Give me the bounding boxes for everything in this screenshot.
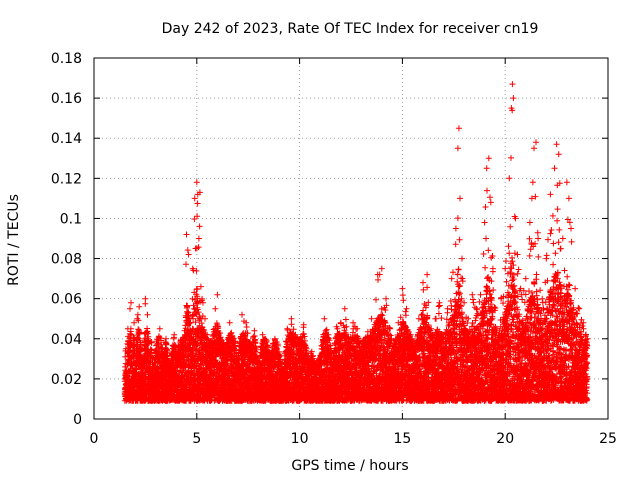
y-tick-label: 0.12 [51,171,82,187]
y-tick-label: 0.18 [51,51,82,67]
y-tick-label: 0 [73,412,82,428]
x-tick-label: 5 [192,431,201,447]
y-tick-label: 0.02 [51,372,82,388]
y-tick-label: 0.16 [51,91,82,107]
x-tick-label: 25 [599,431,617,447]
chart-title: Day 242 of 2023, Rate Of TEC Index for r… [162,21,539,37]
data-points [121,81,591,404]
x-tick-label: 20 [496,431,514,447]
x-tick-label: 0 [90,431,99,447]
x-tick-label: 10 [291,431,309,447]
y-tick-label: 0.04 [51,332,82,348]
y-tick-label: 0.08 [51,252,82,268]
y-tick-label: 0.1 [60,211,82,227]
x-tick-label: 15 [393,431,411,447]
y-axis-label: ROTI / TECUs [6,194,22,286]
y-tick-label: 0.06 [51,292,82,308]
plot-frame [93,57,609,420]
axis-tick-labels: 0 0.02 0.04 0.06 0.08 0.1 0.12 0.14 0.16 0.18 0 5 10… [51,51,617,447]
roti-markers [121,81,591,404]
x-axis-label: GPS time / hours [291,458,408,474]
y-tick-label: 0.14 [51,131,82,147]
axis-ticks [93,57,609,420]
